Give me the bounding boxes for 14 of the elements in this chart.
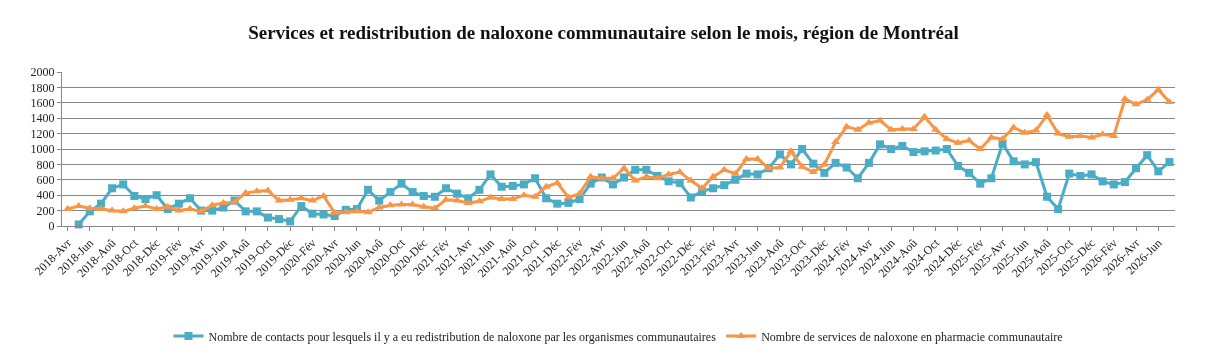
y-tick-label: 200 bbox=[36, 203, 55, 218]
y-tick-label: 400 bbox=[36, 188, 55, 203]
y-tick-label: 800 bbox=[36, 157, 55, 172]
y-tick-label: 1800 bbox=[30, 80, 55, 95]
y-tick-label: 0 bbox=[48, 219, 55, 234]
y-tick-label: 1200 bbox=[30, 126, 55, 141]
legend-label: Nombre de services de naloxone en pharmacie communautaire bbox=[761, 329, 1063, 344]
y-tick-label: 600 bbox=[36, 173, 55, 187]
chart-title: Services et redistribution de naloxone communautaire selon le mois, région de Montréal bbox=[248, 21, 959, 43]
y-tick-label: 1000 bbox=[30, 142, 55, 157]
y-tick-label: 1600 bbox=[30, 96, 55, 110]
y-tick-label: 2000 bbox=[30, 65, 55, 80]
y-tick-label: 1400 bbox=[30, 111, 55, 126]
legend-label: Nombre de contacts pour lesquels il y a eu redistribution de naloxone par les organismes communautaires bbox=[208, 329, 717, 344]
